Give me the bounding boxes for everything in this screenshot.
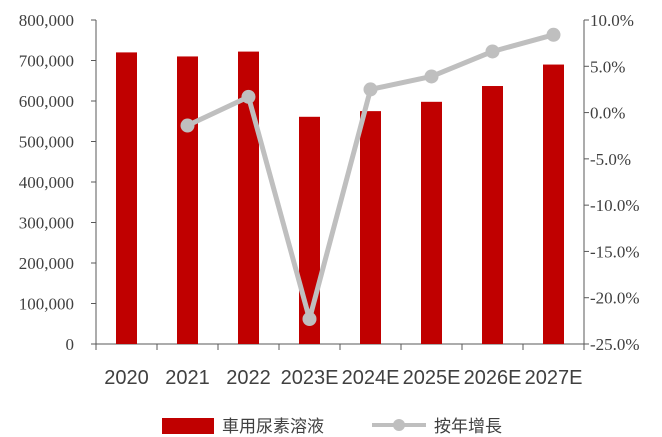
x-tick-label: 2022 <box>226 367 271 389</box>
growth-point <box>546 27 561 42</box>
right-tick-label: 0.0% <box>590 104 625 123</box>
x-tick-label: 2021 <box>165 367 210 389</box>
legend-bar-label: 車用尿素溶液 <box>222 417 324 437</box>
right-tick-label: -5.0% <box>590 150 631 169</box>
growth-point <box>241 89 256 104</box>
left-tick-label: 600,000 <box>19 92 74 111</box>
x-tick-label: 2027E <box>525 367 583 389</box>
left-tick-label: 400,000 <box>19 173 74 192</box>
x-tick-label: 2025E <box>403 367 461 389</box>
axes <box>95 20 585 345</box>
growth-point <box>485 44 500 59</box>
left-tick-label: 700,000 <box>19 52 74 71</box>
x-tick-label: 2023E <box>281 367 339 389</box>
right-tick-label: -25.0% <box>590 335 640 354</box>
x-tick-label: 2020 <box>104 367 149 389</box>
legend: 車用尿素溶液 按年增長 <box>162 417 502 437</box>
x-axis-ticks: 2020 2021 2022 2023E 2024E 2025E 2026E 2027E <box>95 344 585 389</box>
bar <box>360 111 381 344</box>
x-tick-label: 2024E <box>342 367 400 389</box>
left-tick-label: 800,000 <box>19 11 74 30</box>
growth-point <box>424 69 439 84</box>
x-tick-label: 2026E <box>464 367 522 389</box>
legend-bar-swatch <box>162 418 214 434</box>
line-series <box>180 27 561 327</box>
bar <box>299 116 320 344</box>
growth-point <box>363 82 378 97</box>
left-tick-label: 200,000 <box>19 254 74 273</box>
legend-line-label: 按年增長 <box>434 417 502 437</box>
left-tick-label: 0 <box>66 335 75 354</box>
right-tick-label: 10.0% <box>590 11 634 30</box>
bar <box>543 64 564 345</box>
bar <box>482 86 503 344</box>
left-tick-label: 300,000 <box>19 214 74 233</box>
left-tick-label: 500,000 <box>19 133 74 152</box>
right-tick-label: -10.0% <box>590 196 640 215</box>
left-tick-label: 100,000 <box>19 295 74 314</box>
right-tick-label: -20.0% <box>590 289 640 308</box>
right-axis-ticks: 10.0% 5.0% 0.0% -5.0% -10.0% -15.0% -20.0% -25.… <box>584 11 640 354</box>
right-tick-label: -15.0% <box>590 242 640 261</box>
bar <box>177 56 198 344</box>
bar <box>116 52 137 345</box>
right-tick-label: 5.0% <box>590 57 625 76</box>
growth-point <box>180 118 195 133</box>
growth-point <box>302 312 317 327</box>
bar <box>421 101 442 344</box>
legend-line-marker <box>393 419 405 431</box>
left-axis-ticks: 0 100,000 200,000 300,000 400,000 500,000 600,… <box>19 11 96 354</box>
